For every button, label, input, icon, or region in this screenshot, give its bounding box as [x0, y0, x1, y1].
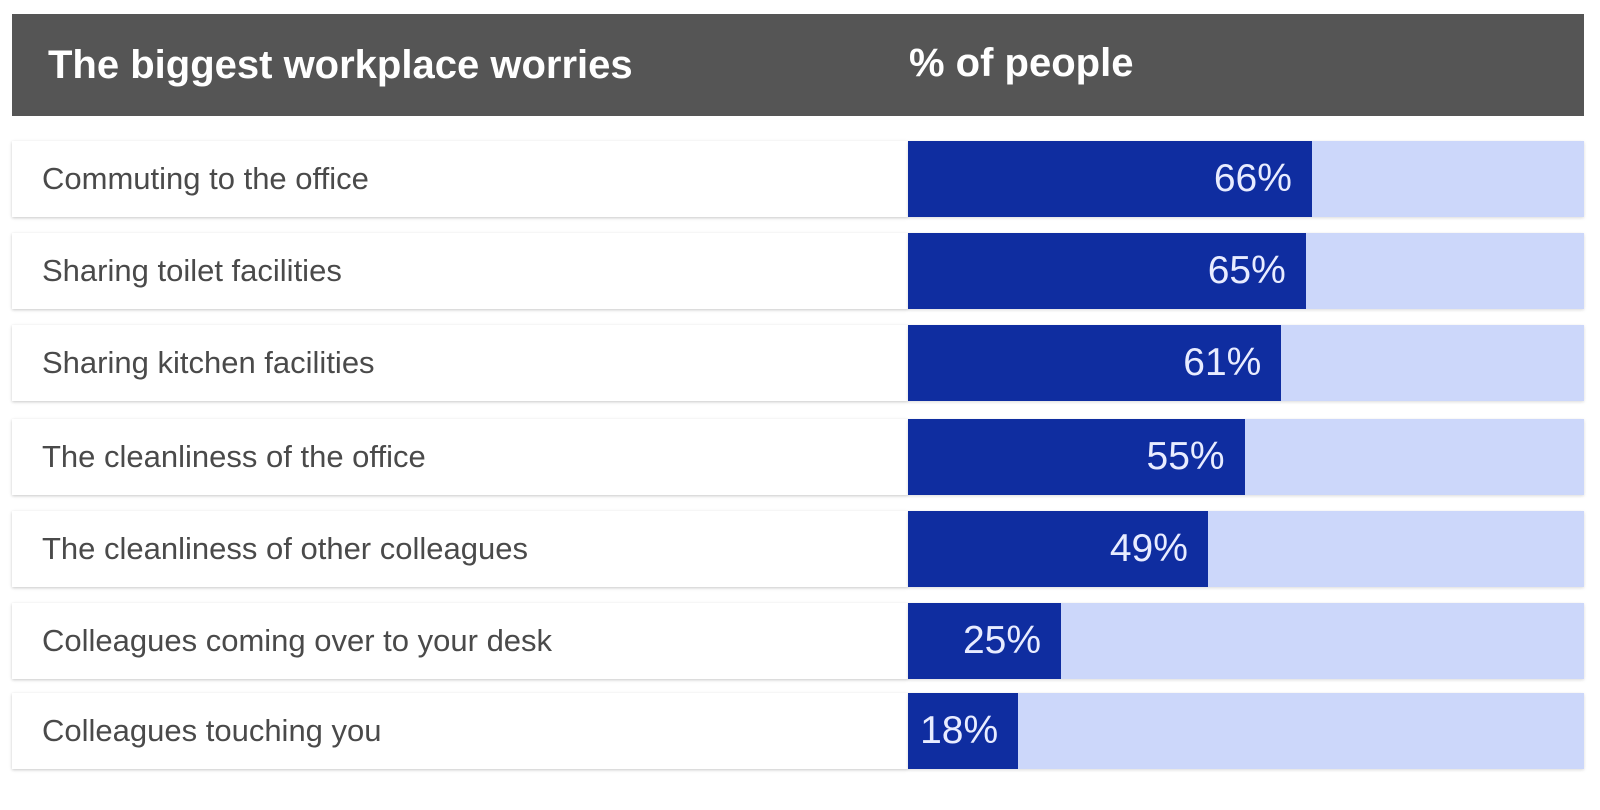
category-cell: The cleanliness of other colleagues — [12, 511, 908, 587]
category-label: The cleanliness of the office — [42, 439, 426, 474]
category-label: Commuting to the office — [42, 161, 369, 196]
bar-track: 25% — [908, 603, 1584, 679]
category-label: Sharing kitchen facilities — [42, 345, 375, 380]
bar-row: Sharing toilet facilities 65% — [12, 233, 1584, 309]
category-cell: Colleagues coming over to your desk — [12, 603, 908, 679]
bar-track: 49% — [908, 511, 1584, 587]
bar-row: Sharing kitchen facilities 61% — [12, 325, 1584, 401]
chart-header: The biggest workplace worries % of peopl… — [12, 14, 1584, 116]
bar-track: 66% — [908, 141, 1584, 217]
bar-row: Commuting to the office 66% — [12, 141, 1584, 217]
category-label: Colleagues coming over to your desk — [42, 623, 553, 658]
bar-row: Colleagues touching you 18% — [12, 693, 1584, 769]
category-label: The cleanliness of other colleagues — [42, 531, 528, 566]
bar: 18% — [908, 693, 1019, 769]
bar-row: Colleagues coming over to your desk 25% — [12, 603, 1584, 679]
value-label: 65% — [1207, 249, 1286, 292]
category-label: Colleagues touching you — [42, 713, 382, 748]
category-cell: Sharing toilet facilities — [12, 233, 908, 309]
value-column-header: % of people — [909, 41, 1134, 85]
category-label: Sharing toilet facilities — [42, 253, 342, 288]
chart-title: The biggest workplace worries — [48, 43, 633, 87]
bar-track: 65% — [908, 233, 1584, 309]
category-cell: Sharing kitchen facilities — [12, 325, 908, 401]
bar: 25% — [908, 603, 1061, 679]
category-cell: Commuting to the office — [12, 141, 908, 217]
bar: 61% — [908, 325, 1282, 401]
bar-row: The cleanliness of the office 55% — [12, 419, 1584, 495]
bar-track: 55% — [908, 419, 1584, 495]
bar: 49% — [908, 511, 1208, 587]
value-label: 55% — [1146, 435, 1225, 478]
value-label: 18% — [920, 709, 999, 752]
bar-row: The cleanliness of other colleagues 49% — [12, 511, 1584, 587]
bar: 55% — [908, 419, 1245, 495]
value-label: 25% — [962, 619, 1041, 662]
category-cell: The cleanliness of the office — [12, 419, 908, 495]
bar: 66% — [908, 141, 1312, 217]
bar-track: 61% — [908, 325, 1584, 401]
category-cell: Colleagues touching you — [12, 693, 908, 769]
bar-rows: Commuting to the office 66% Sharing toilet… — [12, 0, 1584, 810]
value-label: 61% — [1183, 341, 1262, 384]
value-label: 66% — [1213, 157, 1292, 200]
value-label: 49% — [1109, 527, 1188, 570]
bar-track: 18% — [908, 693, 1584, 769]
bar: 65% — [908, 233, 1306, 309]
